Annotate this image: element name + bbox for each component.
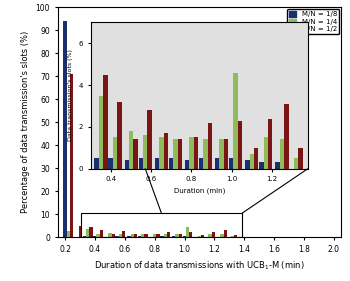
Bar [113, 137, 117, 169]
Bar [112, 234, 115, 237]
Bar [134, 234, 137, 237]
Bar [63, 21, 66, 237]
Bar [268, 119, 272, 169]
Bar [167, 232, 170, 237]
X-axis label: Duration (min): Duration (min) [174, 188, 225, 194]
Bar [172, 236, 175, 237]
Bar [96, 234, 100, 237]
Bar [264, 137, 268, 169]
Bar [138, 236, 141, 237]
Bar [179, 234, 182, 237]
Bar [280, 139, 284, 169]
Bar [250, 154, 254, 169]
Bar [147, 110, 152, 169]
Bar [99, 96, 103, 169]
Bar [145, 234, 148, 237]
Bar [89, 227, 92, 237]
Bar [199, 158, 203, 169]
Bar [159, 137, 163, 169]
Bar [116, 236, 119, 237]
Bar [212, 232, 215, 237]
Bar [163, 234, 167, 237]
Bar [160, 236, 163, 237]
Bar [173, 139, 177, 169]
Bar [93, 236, 96, 237]
Bar [224, 230, 227, 237]
Bar [234, 235, 237, 237]
Bar [83, 236, 86, 237]
Bar [139, 158, 143, 169]
Bar [298, 148, 303, 169]
Bar [122, 231, 125, 237]
Bar [163, 133, 168, 169]
Bar [183, 236, 186, 237]
Bar [94, 158, 99, 169]
Bar [208, 123, 212, 169]
Bar [175, 234, 179, 237]
Bar [198, 236, 201, 237]
Bar [108, 233, 112, 237]
Bar [125, 160, 129, 169]
Bar [219, 139, 224, 169]
Bar [79, 226, 82, 237]
Bar [284, 104, 288, 169]
Bar [259, 162, 264, 169]
Y-axis label: Percentage of data transmission's slots (%): Percentage of data transmission's slots … [21, 31, 30, 213]
Bar [215, 158, 219, 169]
Bar [100, 230, 103, 237]
Bar [186, 227, 189, 237]
Bar [66, 230, 70, 237]
Bar [194, 137, 198, 169]
Legend: M/N = 1/8, M/N = 1/4, M/N = 1/2: M/N = 1/8, M/N = 1/4, M/N = 1/2 [287, 9, 339, 34]
Bar [133, 139, 138, 169]
Bar [231, 236, 234, 237]
Bar [201, 235, 204, 237]
Bar [229, 158, 233, 169]
Bar [220, 234, 224, 237]
Bar [294, 158, 298, 169]
Bar [127, 236, 131, 237]
Bar [156, 234, 160, 237]
Bar [86, 229, 89, 237]
Bar [245, 160, 250, 169]
Bar [208, 234, 212, 237]
Bar [189, 137, 194, 169]
Bar [275, 162, 280, 169]
Bar [153, 234, 156, 237]
Bar [177, 139, 182, 169]
Bar [169, 158, 173, 169]
Bar [70, 74, 73, 237]
Bar [233, 72, 238, 169]
Bar [117, 102, 122, 169]
Bar [238, 121, 242, 169]
Bar [224, 139, 228, 169]
Bar [119, 234, 122, 237]
Bar [189, 232, 193, 237]
Bar [254, 148, 258, 169]
X-axis label: Duration of data transmissions with UCB$_1$-M (min): Duration of data transmissions with UCB$… [94, 260, 305, 272]
Bar [185, 160, 189, 169]
Bar [81, 213, 242, 237]
Bar [131, 234, 134, 237]
Bar [141, 234, 145, 237]
Bar [143, 135, 147, 169]
Y-axis label: Data transmission's slots (%): Data transmission's slots (%) [68, 50, 73, 141]
Bar [155, 158, 159, 169]
Bar [129, 131, 133, 169]
Bar [203, 139, 208, 169]
Bar [108, 158, 113, 169]
Bar [103, 75, 108, 169]
